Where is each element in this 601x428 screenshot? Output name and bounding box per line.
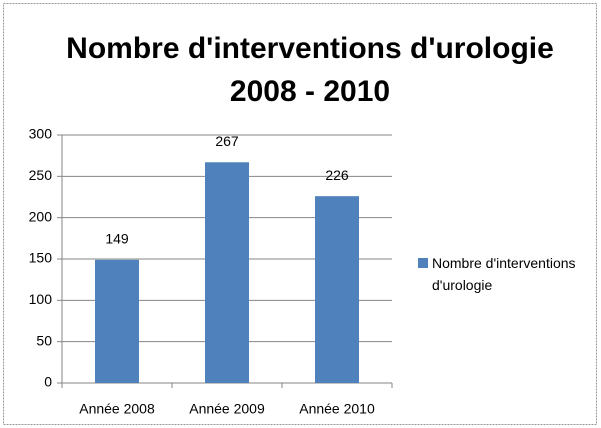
- y-tick-label: 250: [29, 167, 53, 183]
- chart-border: [3, 3, 597, 425]
- legend-key: [418, 258, 428, 268]
- data-label: 226: [325, 167, 349, 183]
- x-tick-label: Année 2009: [189, 401, 265, 417]
- y-tick-label: 100: [29, 291, 53, 307]
- legend-label: Nombre d'interventions d'urologie: [432, 255, 576, 293]
- y-tick-label: 150: [29, 250, 53, 266]
- y-tick-label: 200: [29, 208, 53, 224]
- y-tick-label: 300: [29, 126, 53, 142]
- bar: [315, 196, 359, 383]
- x-tick-label: Année 2010: [299, 401, 375, 417]
- bar: [205, 162, 249, 383]
- y-tick-label: 0: [44, 374, 52, 390]
- x-tick-label: Année 2008: [79, 401, 155, 417]
- y-tick-label: 50: [36, 332, 52, 348]
- chart-title: Nombre d'interventions d'urologie: [66, 32, 554, 65]
- legend: Nombre d'interventions d'urologie: [418, 252, 593, 296]
- data-label: 149: [105, 231, 129, 247]
- data-label: 267: [215, 133, 239, 149]
- bar: [95, 259, 139, 383]
- chart-title: 2008 - 2010: [230, 75, 390, 108]
